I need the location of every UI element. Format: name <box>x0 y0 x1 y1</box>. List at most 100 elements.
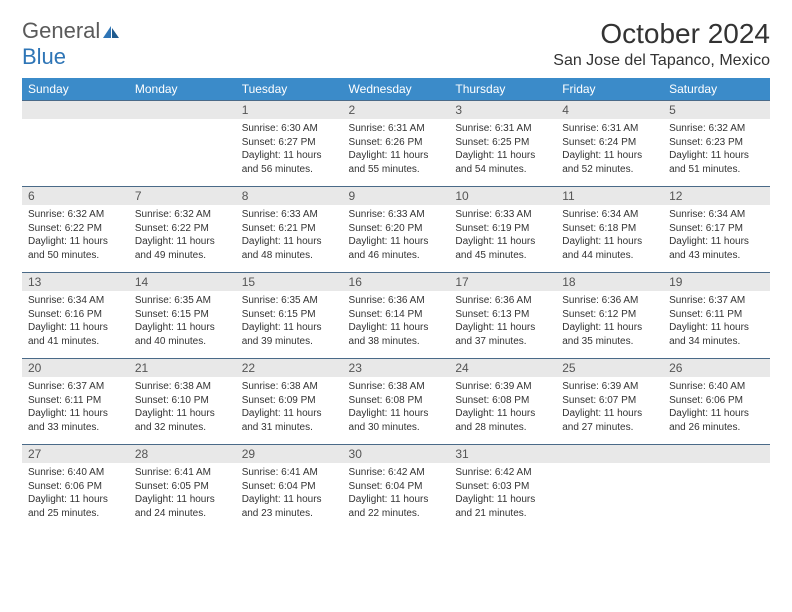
day-content: Sunrise: 6:34 AMSunset: 6:17 PMDaylight:… <box>663 205 770 268</box>
day-line: Sunset: 6:18 PM <box>562 222 657 236</box>
day-content: Sunrise: 6:33 AMSunset: 6:19 PMDaylight:… <box>449 205 556 268</box>
day-number: 31 <box>449 444 556 463</box>
day-line: Sunset: 6:04 PM <box>242 480 337 494</box>
calendar-table: SundayMondayTuesdayWednesdayThursdayFrid… <box>22 78 770 530</box>
day-number: 25 <box>556 358 663 377</box>
calendar-cell: 27 Sunrise: 6:40 AMSunset: 6:06 PMDayligh… <box>22 444 129 530</box>
day-content: Sunrise: 6:38 AMSunset: 6:09 PMDaylight:… <box>236 377 343 440</box>
day-content: Sunrise: 6:36 AMSunset: 6:12 PMDaylight:… <box>556 291 663 354</box>
day-content: Sunrise: 6:34 AMSunset: 6:18 PMDaylight:… <box>556 205 663 268</box>
calendar-cell: 17Sunrise: 6:36 AMSunset: 6:13 PMDayligh… <box>449 272 556 358</box>
day-line: and 44 minutes. <box>562 249 657 263</box>
calendar-cell: 29Sunrise: 6:41 AMSunset: 6:04 PMDayligh… <box>236 444 343 530</box>
day-line: Sunset: 6:15 PM <box>135 308 230 322</box>
calendar-cell: 21Sunrise: 6:38 AMSunset: 6:10 PMDayligh… <box>129 358 236 444</box>
calendar-cell: 18Sunrise: 6:36 AMSunset: 6:12 PMDayligh… <box>556 272 663 358</box>
day-line: Sunrise: 6:35 AM <box>242 294 337 308</box>
weekday-header: Sunday <box>22 78 129 100</box>
day-content <box>663 463 770 513</box>
day-line: Sunrise: 6:40 AM <box>28 466 123 480</box>
day-line: Sunset: 6:19 PM <box>455 222 550 236</box>
day-number: 11 <box>556 186 663 205</box>
day-line: Sunrise: 6:32 AM <box>135 208 230 222</box>
day-line: Sunrise: 6:34 AM <box>28 294 123 308</box>
day-line: Sunset: 6:13 PM <box>455 308 550 322</box>
day-line: and 23 minutes. <box>242 507 337 521</box>
day-number: 27 <box>22 444 129 463</box>
day-number <box>663 444 770 463</box>
day-line: Sunset: 6:20 PM <box>349 222 444 236</box>
logo: GeneralBlue <box>22 18 121 70</box>
day-line: and 27 minutes. <box>562 421 657 435</box>
day-content: Sunrise: 6:41 AMSunset: 6:04 PMDaylight:… <box>236 463 343 526</box>
day-line: Sunset: 6:10 PM <box>135 394 230 408</box>
calendar-cell: 19Sunrise: 6:37 AMSunset: 6:11 PMDayligh… <box>663 272 770 358</box>
day-line: Sunrise: 6:30 AM <box>242 122 337 136</box>
day-line: and 30 minutes. <box>349 421 444 435</box>
day-line: Sunset: 6:03 PM <box>455 480 550 494</box>
day-line: Sunset: 6:15 PM <box>242 308 337 322</box>
day-line: and 56 minutes. <box>242 163 337 177</box>
day-content: Sunrise: 6:32 AMSunset: 6:23 PMDaylight:… <box>663 119 770 182</box>
day-content <box>129 119 236 169</box>
day-number: 5 <box>663 100 770 119</box>
calendar-cell: 1 Sunrise: 6:30 AMSunset: 6:27 PMDaylight… <box>236 100 343 186</box>
day-number: 14 <box>129 272 236 291</box>
day-line: and 35 minutes. <box>562 335 657 349</box>
day-line: Daylight: 11 hours <box>455 235 550 249</box>
day-content: Sunrise: 6:39 AMSunset: 6:08 PMDaylight:… <box>449 377 556 440</box>
day-line: Sunrise: 6:39 AM <box>562 380 657 394</box>
calendar-cell: 11Sunrise: 6:34 AMSunset: 6:18 PMDayligh… <box>556 186 663 272</box>
day-line: Daylight: 11 hours <box>562 407 657 421</box>
day-line: Daylight: 11 hours <box>28 407 123 421</box>
day-number: 1 <box>236 100 343 119</box>
day-content: Sunrise: 6:31 AMSunset: 6:25 PMDaylight:… <box>449 119 556 182</box>
day-content <box>22 119 129 169</box>
day-number: 13 <box>22 272 129 291</box>
day-line: and 33 minutes. <box>28 421 123 435</box>
calendar-cell: 8Sunrise: 6:33 AMSunset: 6:21 PMDaylight… <box>236 186 343 272</box>
day-line: and 31 minutes. <box>242 421 337 435</box>
day-line: Sunrise: 6:38 AM <box>242 380 337 394</box>
day-line: and 43 minutes. <box>669 249 764 263</box>
day-line: and 32 minutes. <box>135 421 230 435</box>
day-number: 4 <box>556 100 663 119</box>
calendar-cell: 9Sunrise: 6:33 AMSunset: 6:20 PMDaylight… <box>343 186 450 272</box>
day-number: 22 <box>236 358 343 377</box>
day-line: Sunrise: 6:36 AM <box>562 294 657 308</box>
day-content: Sunrise: 6:32 AMSunset: 6:22 PMDaylight:… <box>129 205 236 268</box>
day-content: Sunrise: 6:42 AMSunset: 6:04 PMDaylight:… <box>343 463 450 526</box>
calendar-week-row: 6Sunrise: 6:32 AMSunset: 6:22 PMDaylight… <box>22 186 770 272</box>
calendar-cell: 30Sunrise: 6:42 AMSunset: 6:04 PMDayligh… <box>343 444 450 530</box>
day-line: Daylight: 11 hours <box>242 493 337 507</box>
calendar-cell: 23Sunrise: 6:38 AMSunset: 6:08 PMDayligh… <box>343 358 450 444</box>
header: GeneralBlue October 2024 San Jose del Ta… <box>22 18 770 70</box>
day-line: Daylight: 11 hours <box>28 493 123 507</box>
day-line: and 39 minutes. <box>242 335 337 349</box>
day-line: Daylight: 11 hours <box>242 149 337 163</box>
day-line: Daylight: 11 hours <box>455 407 550 421</box>
day-content: Sunrise: 6:38 AMSunset: 6:08 PMDaylight:… <box>343 377 450 440</box>
day-line: Sunset: 6:06 PM <box>28 480 123 494</box>
day-line: and 28 minutes. <box>455 421 550 435</box>
day-number: 7 <box>129 186 236 205</box>
day-line: Sunrise: 6:34 AM <box>669 208 764 222</box>
calendar-header-row: SundayMondayTuesdayWednesdayThursdayFrid… <box>22 78 770 100</box>
calendar-week-row: 27Sunrise: 6:40 AMSunset: 6:06 PMDayligh… <box>22 444 770 530</box>
day-line: Sunset: 6:04 PM <box>349 480 444 494</box>
calendar-cell: 5Sunrise: 6:32 AMSunset: 6:23 PMDaylight… <box>663 100 770 186</box>
day-line: Daylight: 11 hours <box>455 149 550 163</box>
day-line: Sunrise: 6:33 AM <box>455 208 550 222</box>
weekday-header: Saturday <box>663 78 770 100</box>
day-line: Sunset: 6:17 PM <box>669 222 764 236</box>
location-label: San Jose del Tapanco, Mexico <box>553 52 770 70</box>
day-line: Sunset: 6:11 PM <box>669 308 764 322</box>
day-line: Sunrise: 6:40 AM <box>669 380 764 394</box>
page-title: October 2024 <box>553 18 770 50</box>
day-line: and 48 minutes. <box>242 249 337 263</box>
calendar-week-row: 20Sunrise: 6:37 AMSunset: 6:11 PMDayligh… <box>22 358 770 444</box>
day-line: Daylight: 11 hours <box>455 321 550 335</box>
day-line: Daylight: 11 hours <box>669 407 764 421</box>
day-content: Sunrise: 6:33 AMSunset: 6:21 PMDaylight:… <box>236 205 343 268</box>
day-line: Sunset: 6:27 PM <box>242 136 337 150</box>
